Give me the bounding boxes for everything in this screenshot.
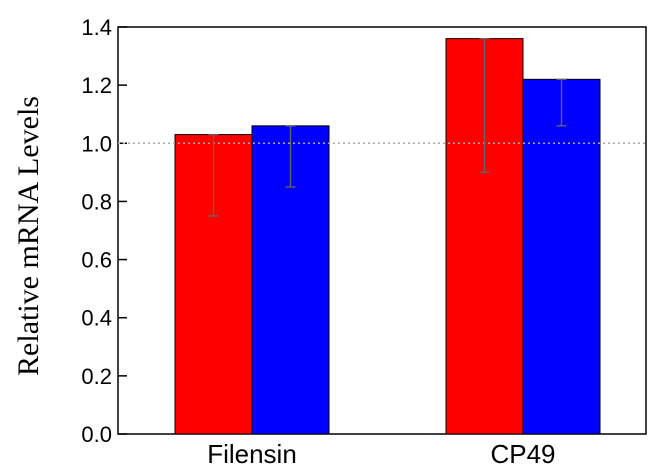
bar [522,78,601,435]
y-tick-label: 0.6 [81,248,112,273]
y-tick-label: 0.0 [81,422,112,447]
bar [174,134,253,435]
y-axis-title: Relative mRNA Levels [12,96,45,376]
y-tick-label: 0.4 [81,306,112,331]
x-tick-label: Filensin [207,439,297,468]
y-tick-label: 0.2 [81,364,112,389]
y-tick-label: 1.4 [81,15,112,40]
y-tick-label: 1.0 [81,131,112,156]
y-tick-label: 0.8 [81,189,112,214]
x-tick-label: CP49 [490,439,555,468]
plot-frame [117,26,647,435]
y-tick-label: 1.2 [81,73,112,98]
plot-area: 0.0 0.2 0.4 0.6 0.8 1.0 1.2 1.4 Filensin CP49 [81,15,647,468]
